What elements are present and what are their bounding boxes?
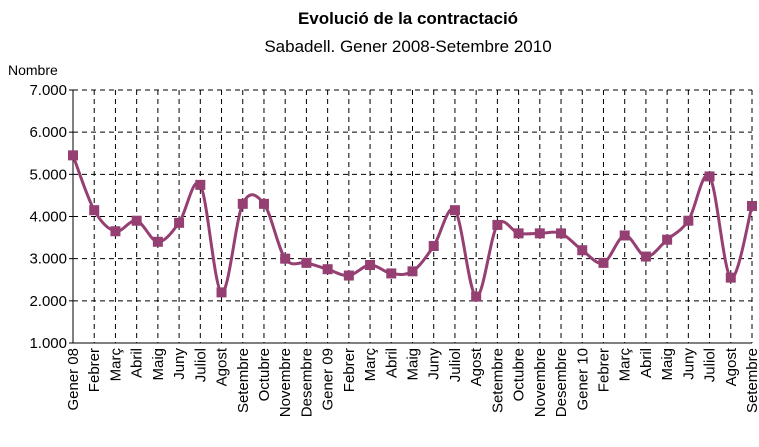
y-tick-label: 3.000 [29, 251, 67, 268]
data-point [683, 215, 694, 226]
x-tick-label: Gener 08 [65, 348, 82, 411]
x-tick-label: Gener 09 [320, 348, 337, 411]
data-point [237, 198, 248, 209]
x-tick-label: Setembre [489, 348, 506, 413]
x-tick-label: Novembre [277, 348, 294, 417]
x-tick-label: Octubre [511, 348, 528, 401]
data-point [662, 234, 673, 245]
x-tick-label: Agost [214, 347, 231, 386]
data-point [152, 236, 163, 247]
data-point [640, 251, 651, 262]
data-point [449, 205, 460, 216]
x-tick-label: Març [107, 348, 124, 382]
data-point [365, 259, 376, 270]
x-tick-label: Maig [405, 348, 422, 381]
chart-title: Evolució de la contractació [298, 9, 518, 28]
x-tick-label: Agost [723, 347, 740, 386]
data-point [492, 219, 503, 230]
x-tick-label: Abril [638, 348, 655, 378]
x-tick-label: Juliol [192, 348, 209, 382]
x-tick-label: Setembre [744, 348, 759, 413]
x-tick-label: Juny [426, 348, 443, 380]
data-point [89, 205, 100, 216]
y-axis-label: Nombre [8, 62, 58, 78]
x-tick-label: Juliol [447, 348, 464, 382]
x-tick-label: Octubre [256, 348, 273, 401]
x-tick-label: Febrer [595, 348, 612, 392]
data-point [258, 198, 269, 209]
x-tick-label: Juliol [702, 348, 719, 382]
data-point [195, 179, 206, 190]
y-tick-label: 7.000 [29, 82, 67, 99]
data-point [280, 253, 291, 264]
x-tick-label: Setembre [235, 348, 252, 413]
x-tick-label: Març [617, 348, 634, 382]
data-point [386, 268, 397, 279]
data-point [216, 287, 227, 298]
data-point [110, 226, 121, 237]
data-point [747, 200, 757, 211]
data-point [471, 291, 482, 302]
data-point [704, 171, 715, 182]
y-tick-label: 1.000 [29, 335, 67, 352]
data-point [577, 245, 588, 256]
y-tick-label: 2.000 [29, 293, 67, 310]
x-tick-label: Agost [468, 347, 485, 386]
y-tick-label: 5.000 [29, 166, 67, 183]
x-tick-label: Març [362, 348, 379, 382]
data-point [407, 266, 418, 277]
x-tick-label: Juny [680, 348, 697, 380]
y-tick-label: 6.000 [29, 124, 67, 141]
data-point [556, 228, 567, 239]
data-point [428, 241, 439, 252]
x-tick-label: Maig [659, 348, 676, 381]
data-point [513, 228, 524, 239]
x-tick-label: Maig [150, 348, 167, 381]
x-tick-label: Juny [171, 348, 188, 380]
data-point [598, 257, 609, 268]
x-tick-label: Febrer [341, 348, 358, 392]
x-tick-label: Desembre [553, 348, 570, 417]
data-point [322, 264, 333, 275]
data-point [343, 270, 354, 281]
data-point [174, 217, 185, 228]
data-point [131, 215, 142, 226]
x-tick-label: Abril [129, 348, 146, 378]
chart-subtitle: Sabadell. Gener 2008-Setembre 2010 [264, 37, 551, 56]
x-tick-label: Gener 10 [574, 348, 591, 411]
data-point [68, 150, 78, 161]
data-point [534, 228, 545, 239]
x-tick-label: Abril [383, 348, 400, 378]
x-tick-label: Desembre [298, 348, 315, 417]
data-point [619, 230, 630, 241]
y-tick-label: 4.000 [29, 209, 67, 226]
x-tick-label: Novembre [532, 348, 549, 417]
data-point [725, 272, 736, 283]
data-point [301, 257, 312, 268]
x-tick-label: Febrer [86, 348, 103, 392]
